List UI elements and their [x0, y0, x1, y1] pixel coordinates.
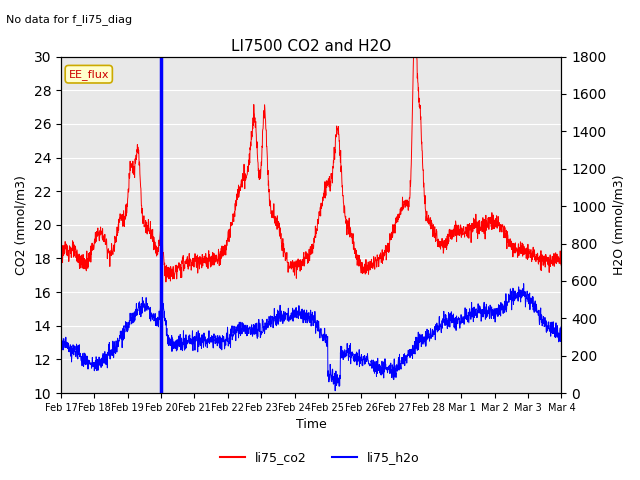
li75_h2o	[332, 388, 339, 394]
li75_h2o	[451, 321, 459, 326]
Line: li75_co2: li75_co2	[61, 57, 561, 282]
li75_h2o	[543, 328, 551, 334]
Y-axis label: H2O (mmol/m3): H2O (mmol/m3)	[612, 175, 625, 275]
li75_h2o	[287, 311, 295, 316]
li75_co2	[287, 261, 295, 267]
Line: li75_h2o: li75_h2o	[61, 284, 561, 391]
li75_co2	[452, 218, 460, 224]
X-axis label: Time: Time	[296, 419, 326, 432]
li75_h2o	[520, 281, 527, 287]
Y-axis label: CO2 (mmol/m3): CO2 (mmol/m3)	[15, 175, 28, 275]
li75_co2	[557, 255, 565, 261]
li75_co2	[543, 257, 551, 263]
li75_h2o	[301, 307, 308, 313]
li75_h2o	[557, 333, 565, 338]
li75_co2	[301, 261, 308, 266]
li75_h2o	[57, 347, 65, 352]
li75_co2	[162, 279, 170, 285]
Text: EE_flux: EE_flux	[68, 69, 109, 80]
li75_h2o	[83, 361, 90, 367]
li75_co2	[410, 54, 417, 60]
Legend: li75_co2, li75_h2o: li75_co2, li75_h2o	[215, 446, 425, 469]
li75_co2	[83, 256, 90, 262]
li75_h2o	[543, 325, 551, 331]
li75_co2	[543, 257, 551, 263]
Text: No data for f_li75_diag: No data for f_li75_diag	[6, 14, 132, 25]
li75_co2	[57, 255, 65, 261]
Title: LI7500 CO2 and H2O: LI7500 CO2 and H2O	[231, 39, 392, 54]
